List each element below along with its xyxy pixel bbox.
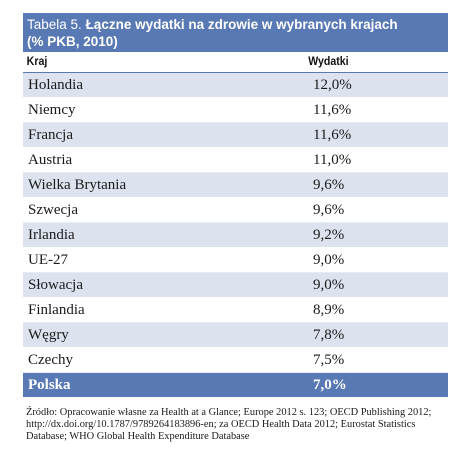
expenditure-cell: 9,0% [313,251,345,268]
column-header-row: Kraj Wydatki [23,52,449,73]
table-row-highlight: Polska 7,0% [23,373,448,398]
expenditure-cell: 9,2% [313,226,345,243]
country-cell: Polska [28,376,71,393]
country-cell: UE-27 [28,251,68,268]
expenditure-cell: 7,8% [313,326,345,343]
expenditure-cell: 9,6% [313,201,345,218]
country-cell: Niemcy [28,101,76,118]
country-cell: Irlandia [28,226,75,243]
expenditure-cell: 12,0% [313,76,352,93]
table-row: Finlandia 8,9% [23,298,448,323]
table-row: Wielka Brytania 9,6% [23,173,448,198]
country-cell: Czechy [28,351,73,368]
column-header-expenditure: Wydatki [308,56,349,68]
country-cell: Austria [28,151,73,168]
country-cell: Holandia [28,76,83,93]
country-cell: Finlandia [28,301,85,318]
table-row: Irlandia 9,2% [23,223,448,248]
table-title-main: Łączne wydatki na zdrowie w wybranych kr… [85,17,398,32]
expenditure-cell: 9,6% [313,176,345,193]
table-row: Holandia 12,0% [23,73,448,98]
table-row: Szwecja 9,6% [23,198,448,223]
table-row: Austria 11,0% [23,148,448,173]
source-note: Źródło: Opracowanie własne za Health at … [26,407,432,442]
table-number: Tabela 5. [27,17,82,32]
table-row: Niemcy 11,6% [23,98,448,123]
country-cell: Wielka Brytania [28,176,127,193]
expenditure-cell: 9,0% [313,276,345,293]
country-cell: Szwecja [28,201,78,218]
table-row: Słowacja 9,0% [23,273,448,298]
country-cell: Słowacja [28,276,83,293]
country-cell: Węgry [28,326,69,343]
expenditure-cell: 11,6% [313,126,352,143]
table-body: Holandia 12,0% Niemcy 11,6% Francja 11,6% Aust… [23,73,448,398]
expenditure-table: Tabela 5. Łączne wydatki na zdrowie w wy… [23,13,449,443]
table-row: Francja 11,6% [23,123,448,148]
expenditure-cell: 7,0% [313,376,347,393]
country-cell: Francja [28,126,73,143]
table-row: Czechy 7,5% [23,348,448,373]
table-row: UE-27 9,0% [23,248,448,273]
table-title: Tabela 5. Łączne wydatki na zdrowie w wy… [23,13,448,52]
expenditure-cell: 11,0% [313,151,352,168]
column-header-country: Kraj [26,56,48,68]
table-title-unit: (% PKB, 2010) [27,34,118,49]
table-row: Węgry 7,8% [23,323,448,348]
expenditure-cell: 8,9% [313,301,345,318]
expenditure-cell: 11,6% [313,101,352,118]
expenditure-cell: 7,5% [313,351,345,368]
